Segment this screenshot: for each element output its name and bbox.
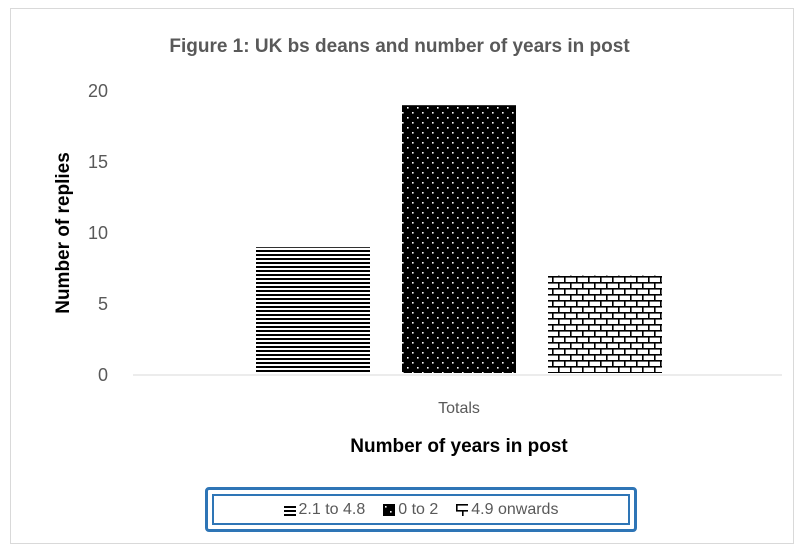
y-tick-label: 5 xyxy=(98,294,108,314)
legend-label: 4.9 onwards xyxy=(471,500,559,518)
y-tick-label: 15 xyxy=(88,152,108,172)
bars xyxy=(256,105,662,373)
legend-swatch-horizontal-lines xyxy=(283,503,296,516)
x-axis-title: Number of years in post xyxy=(350,436,568,457)
category-label: Totals xyxy=(438,400,480,417)
y-axis-ticks: 0 5 10 15 20 xyxy=(88,81,108,385)
legend-item-2-1-to-4-8: 2.1 to 4.8 xyxy=(283,500,366,519)
legend-item-4-9-onwards: 4.9 onwards xyxy=(456,501,558,519)
y-axis-title: Number of replies xyxy=(53,152,74,314)
legend-swatch-dots xyxy=(383,503,396,516)
legend-inner: 2.1 to 4.8 0 to 2 4.9 onwards xyxy=(212,494,630,525)
bar-0-to-2 xyxy=(402,105,516,373)
bar-2-1-to-4-8 xyxy=(256,247,370,373)
legend-item-0-to-2: 0 to 2 xyxy=(383,501,438,519)
y-tick-label: 10 xyxy=(88,223,108,243)
bar-4-9-onwards xyxy=(548,275,662,373)
chart-title: Figure 1: UK bs deans and number of year… xyxy=(169,36,630,57)
legend: 2.1 to 4.8 0 to 2 4.9 onwards xyxy=(205,487,637,532)
y-tick-label: 20 xyxy=(88,81,108,101)
y-tick-label: 0 xyxy=(98,365,108,385)
legend-label: 2.1 to 4.8 xyxy=(298,500,366,518)
legend-swatch-bricks xyxy=(456,503,469,516)
legend-label: 0 to 2 xyxy=(398,500,439,518)
